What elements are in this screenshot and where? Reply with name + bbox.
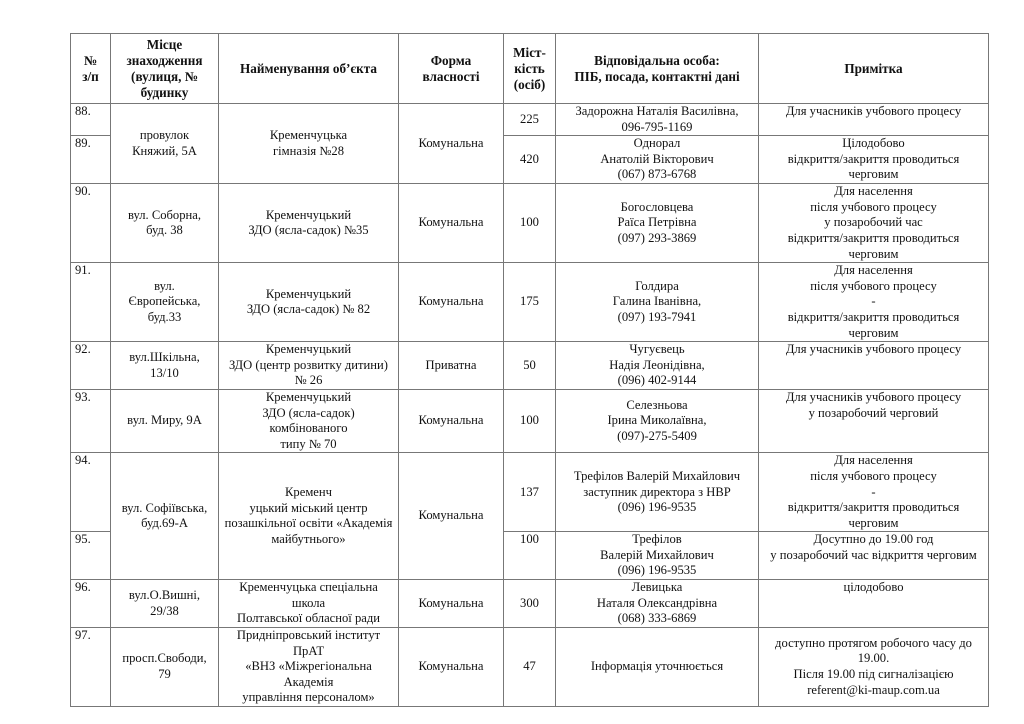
ownership-cell: Комунальна <box>398 102 504 185</box>
table-row: 96. вул.О.Вишні, 29/38 Кременчуцька спец… <box>70 579 989 629</box>
table-row: 89. 420 Однорал Анатолій Вікторович (067… <box>70 135 989 185</box>
responsible-cell: Голдира Галина Іванівна, (097) 193-7941 <box>555 262 759 343</box>
row-number: 88. <box>70 102 111 137</box>
responsible-cell: Левицька Наталя Олександрівна (068) 333-… <box>555 579 759 629</box>
location-cell: провулок Княжий, 5А <box>110 102 219 185</box>
object-name-cell: Кременчуцька спеціальна школа Полтавсько… <box>218 579 399 629</box>
header-ownership: Форма власності <box>398 33 504 104</box>
ownership-cell: Комунальна <box>398 183 504 264</box>
capacity-cell: 47 <box>503 627 556 708</box>
header-location: Місце знаходження (вулиця, № будинку <box>110 33 219 104</box>
table-row: 91. вул. Європейська, буд.33 Кременчуцьк… <box>70 262 989 343</box>
capacity-cell: 100 <box>503 531 556 581</box>
capacity-cell: 100 <box>503 183 556 264</box>
location-cell: вул.О.Вишні, 29/38 <box>110 579 219 629</box>
capacity-cell: 420 <box>503 135 556 185</box>
capacity-cell: 100 <box>503 388 556 454</box>
responsible-cell: Трефілов Валерій Михайлович заступник ди… <box>555 452 759 533</box>
header-capacity: Міст- кість (осіб) <box>503 33 556 104</box>
ownership-cell: Комунальна <box>398 388 504 454</box>
responsible-cell: Чугуєвець Надія Леонідівна, (096) 402-91… <box>555 341 759 390</box>
table-row: 88. провулок Княжий, 5А Кременчуцька гім… <box>70 102 989 185</box>
location-cell: вул. Софіївська, буд.69-А <box>110 452 219 581</box>
note-cell: доступно протягом робочого часу до 19.00… <box>758 627 989 708</box>
note-cell: Для населення після учбового процесу - в… <box>758 452 989 533</box>
note-cell: Для населення після учбового процесу - в… <box>758 262 989 343</box>
note-cell: Для учасників учбового процесу <box>758 341 989 390</box>
location-cell: вул.Шкільна, 13/10 <box>110 341 219 390</box>
responsible-cell: Інформація уточнюється <box>555 627 759 708</box>
header-name: Найменування об’єкта <box>218 33 399 104</box>
location-cell: вул. Європейська, буд.33 <box>110 262 219 343</box>
responsible-cell: Богословцева Раїса Петрівна (097) 293-38… <box>555 183 759 264</box>
ownership-cell: Приватна <box>398 341 504 390</box>
table-row: 97. просп.Свободи, 79 Придніпровський ін… <box>70 627 989 708</box>
table-row: 94. вул. Софіївська, буд.69-А Кременч уц… <box>70 452 989 581</box>
table-row: 92. вул.Шкільна, 13/10 Кременчуцький ЗДО… <box>70 341 989 390</box>
capacity-cell: 300 <box>503 579 556 629</box>
responsible-cell: Селезньова Ірина Миколаївна, (097)-275-5… <box>555 388 759 454</box>
row-number: 91. <box>70 262 111 343</box>
object-name-cell: Кременчуцький ЗДО (центр розвитку дитини… <box>218 341 399 390</box>
capacity-cell: 175 <box>503 262 556 343</box>
header-note: Примітка <box>758 33 989 104</box>
table-row: 93. вул. Миру, 9А Кременчуцький ЗДО (ясл… <box>70 388 989 454</box>
object-name-cell: Кременчуцький ЗДО (ясла-садок) №35 <box>218 183 399 264</box>
note-cell: Для населення після учбового процесу у п… <box>758 183 989 264</box>
object-name-cell: Кременчуцький ЗДО (ясла-садок) комбінова… <box>218 388 399 454</box>
row-number: 92. <box>70 341 111 390</box>
shelters-table: № з/п Місце знаходження (вулиця, № будин… <box>70 33 989 708</box>
responsible-cell: Трефілов Валерій Михайлович (096) 196-95… <box>555 531 759 581</box>
object-name-cell: Придніпровський інститут ПрАТ «ВНЗ «Міжр… <box>218 627 399 708</box>
note-cell: Цілодобово відкриття/закриття проводитьс… <box>758 135 989 185</box>
note-cell: Досутпно до 19.00 год у позаробочий час … <box>758 531 989 581</box>
note-cell: цілодобово <box>758 579 989 629</box>
header-responsible: Відповідальна особа: ПІБ, посада, контак… <box>555 33 759 104</box>
object-name-cell: Кременчуцька гімназія №28 <box>218 102 399 185</box>
ownership-cell: Комунальна <box>398 579 504 629</box>
object-name-cell: Кременчуцький ЗДО (ясла-садок) № 82 <box>218 262 399 343</box>
ownership-cell: Комунальна <box>398 627 504 708</box>
location-cell: просп.Свободи, 79 <box>110 627 219 708</box>
table-row: 90. вул. Соборна, буд. 38 Кременчуцький … <box>70 183 989 264</box>
capacity-cell: 137 <box>503 452 556 533</box>
row-number: 97. <box>70 627 111 708</box>
row-number: 94. <box>70 452 111 533</box>
responsible-cell: Однорал Анатолій Вікторович (067) 873-67… <box>555 135 759 185</box>
note-cell: Для учасників учбового процесу <box>758 102 989 137</box>
row-number: 95. <box>70 531 111 581</box>
object-name-cell: Кременч уцький міський центр позашкільно… <box>218 452 399 581</box>
header-num: № з/п <box>70 33 111 104</box>
capacity-cell: 50 <box>503 341 556 390</box>
responsible-cell: Задорожна Наталія Василівна, 096-795-116… <box>555 102 759 137</box>
table-row: 95. 100 Трефілов Валерій Михайлович (096… <box>70 531 989 581</box>
location-cell: вул. Соборна, буд. 38 <box>110 183 219 264</box>
location-cell: вул. Миру, 9А <box>110 388 219 454</box>
ownership-cell: Комунальна <box>398 262 504 343</box>
row-number: 96. <box>70 579 111 629</box>
note-cell: Для учасників учбового процесу у позароб… <box>758 388 989 454</box>
row-number: 93. <box>70 388 111 454</box>
row-number: 89. <box>70 135 111 185</box>
capacity-cell: 225 <box>503 102 556 137</box>
header-row: № з/п Місце знаходження (вулиця, № будин… <box>70 33 989 104</box>
row-number: 90. <box>70 183 111 264</box>
ownership-cell: Комунальна <box>398 452 504 581</box>
